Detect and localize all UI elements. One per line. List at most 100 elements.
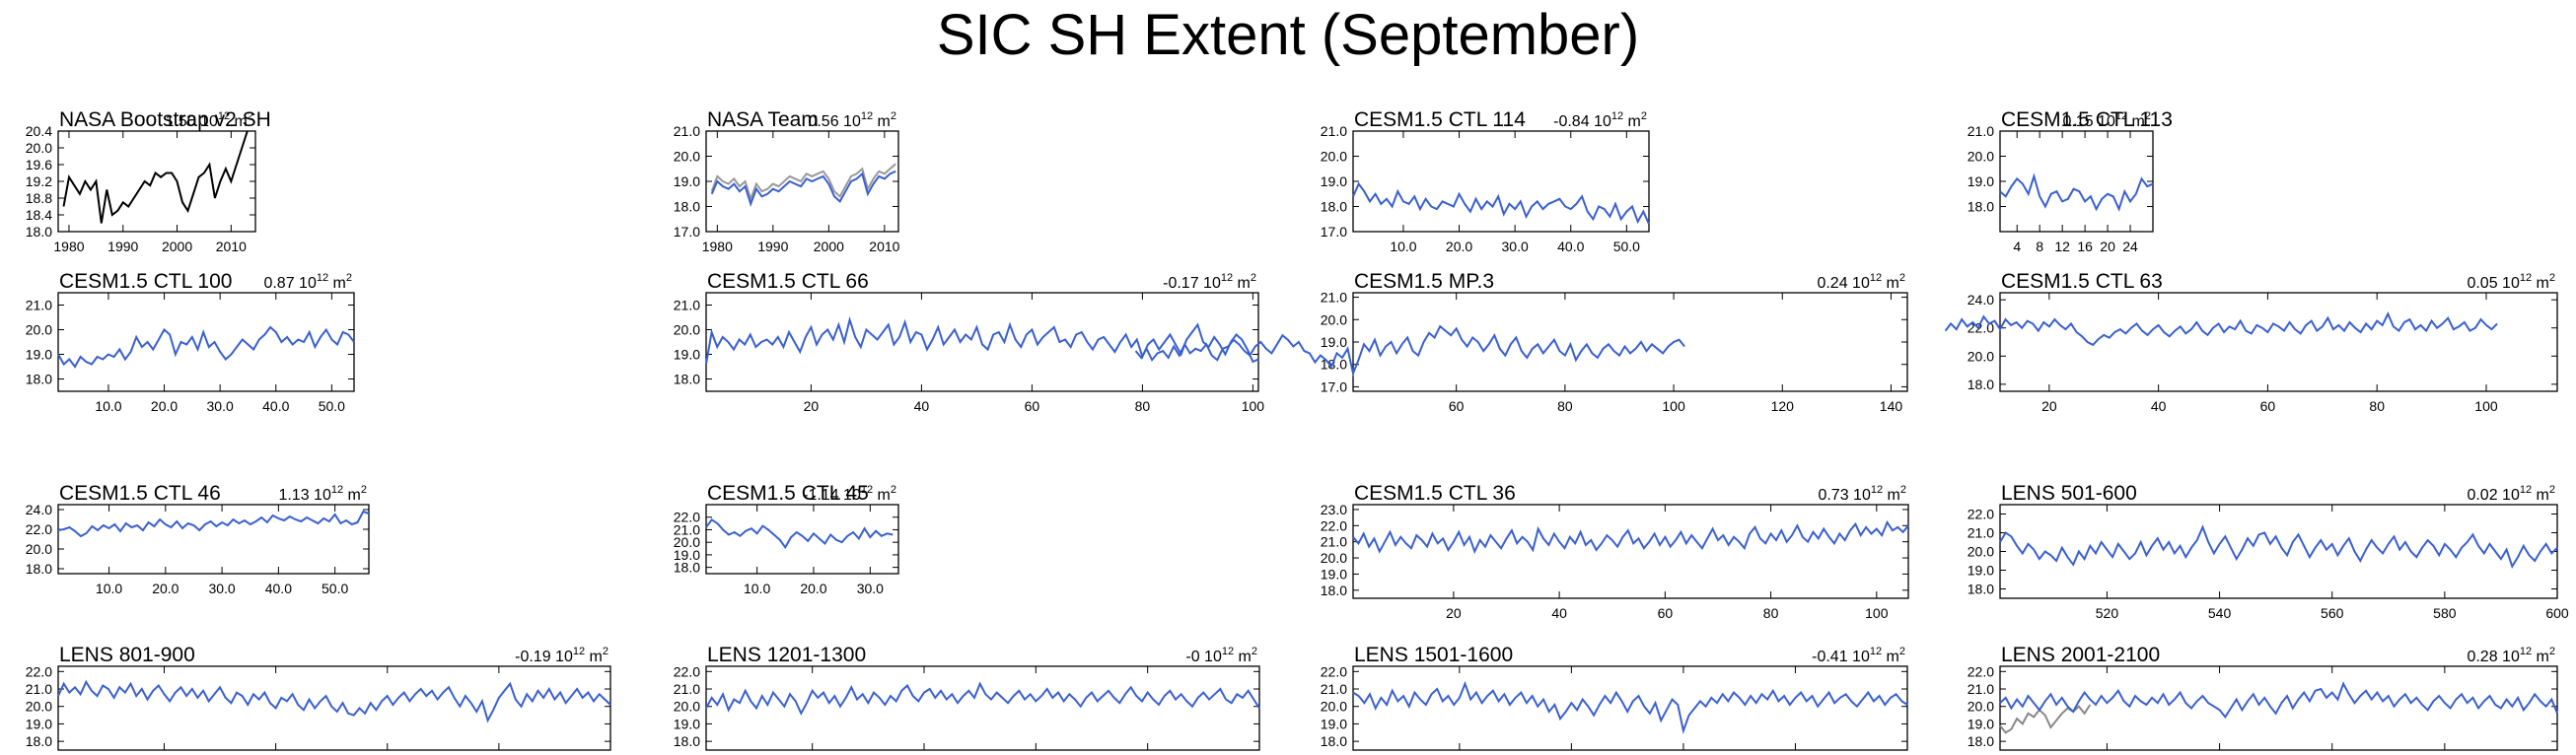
- x-tick-label: 2000: [814, 239, 844, 254]
- y-tick-label: 21.0: [1321, 534, 1347, 550]
- chart-panel: LENS 2001-2100 0.28 1012 m2 18.0 19.020.0 21…: [1968, 644, 2558, 751]
- panel-title: CESM1.5 MP.3: [1354, 270, 1494, 293]
- y-tick-label: 23.0: [1321, 502, 1347, 517]
- y-tick-label: 19.0: [1968, 563, 1994, 579]
- panel-title: CESM1.5 CTL 113: [2001, 108, 2173, 131]
- x-tick-label: 30.0: [207, 398, 234, 414]
- series-line: [1999, 681, 2558, 720]
- y-tick-label: 22.0: [674, 510, 700, 525]
- series-line: [62, 130, 249, 224]
- panel-title: LENS 801-900: [59, 644, 195, 666]
- x-tick-label: 8: [2036, 239, 2043, 254]
- x-tick-label: 100: [1662, 398, 1685, 414]
- plot-frame: [1999, 292, 2558, 392]
- y-tick-label: 24.0: [26, 502, 52, 517]
- trend-label: -0 1012 m2: [1185, 646, 1257, 665]
- trend-label: -0.17 1012 m2: [1163, 272, 1256, 292]
- series-line: [1999, 524, 2558, 570]
- series-line: [57, 325, 355, 369]
- y-tick-label: 19.0: [674, 173, 700, 189]
- y-tick-label: 18.0: [1321, 199, 1347, 215]
- x-tick-label: 600: [2545, 605, 2569, 621]
- x-tick-label: 10.0: [95, 398, 121, 414]
- panel-title: CESM1.5 CTL 114: [1354, 108, 1526, 131]
- x-tick-label: 80: [2369, 398, 2385, 414]
- chart-panel: CESM1.5 CTL 114 -0.84 1012 m2 17.0 18.0 19.0…: [1321, 108, 1650, 254]
- y-tick-label: 20.0: [26, 322, 52, 338]
- x-tick-label: 2010: [869, 239, 899, 254]
- x-tick-label: 40.0: [1557, 239, 1584, 254]
- y-tick-label: 22.0: [674, 663, 700, 679]
- x-tick-label: 50.0: [322, 581, 348, 596]
- y-tick-label: 20.0: [1321, 550, 1347, 566]
- trend-label: 0.28 1012 m2: [2467, 646, 2555, 665]
- panel-title: CESM1.5 CTL 66: [707, 270, 869, 293]
- x-tick-label: 20: [2100, 239, 2115, 254]
- plot-frame: [1999, 665, 2558, 751]
- chart-panel: CESM1.5 MP.3 0.24 1012 m217.018.019.020.0…: [1134, 270, 1908, 414]
- y-tick-label: 18.0: [1968, 377, 1994, 392]
- plot-frame: [1352, 292, 1908, 392]
- trend-label: 0.73 1012 m2: [1818, 484, 1906, 504]
- x-tick-label: 30.0: [208, 581, 235, 596]
- y-tick-label: 18.0: [1968, 582, 1994, 597]
- y-tick-label: 19.2: [26, 173, 52, 189]
- y-tick-label: 18.0: [1321, 583, 1347, 598]
- y-tick-label: 22.0: [26, 663, 52, 679]
- y-tick-label: 19.0: [1968, 716, 1994, 731]
- trend-label: -1.14 1012 m2: [803, 484, 896, 504]
- plot-frame: [57, 130, 256, 233]
- y-tick-label: 24.0: [1968, 292, 1994, 308]
- series-line: [1352, 680, 1908, 735]
- x-tick-label: 80: [1557, 398, 1573, 414]
- x-tick-label: 1980: [53, 239, 84, 254]
- chart-panel: LENS 801-900 -0.19 1012 m2 18.0 19.020.0 21.…: [26, 644, 611, 751]
- series-line: [1352, 181, 1650, 225]
- y-tick-label: 20.0: [26, 140, 52, 156]
- x-tick-label: 30.0: [1502, 239, 1529, 254]
- chart-panel: CESM1.5 CTL 36 0.73 1012 m2 18.019.020.021…: [1321, 482, 1909, 621]
- x-tick-label: 20.0: [151, 398, 178, 414]
- x-tick-label: 4: [2013, 239, 2021, 254]
- series-line: [57, 510, 370, 538]
- x-tick-label: 20.0: [800, 581, 826, 596]
- chart-panel: LENS 1501-1600 -0.41 1012 m2 18.0 19.020.0 2…: [1321, 644, 1908, 751]
- x-tick-label: 1990: [757, 239, 788, 254]
- y-tick-label: 18.0: [1968, 733, 1994, 749]
- x-tick-label: 60: [1449, 398, 1465, 414]
- panel-title: NASA Team: [707, 108, 819, 131]
- x-tick-label: 100: [1242, 398, 1265, 414]
- chart-panel: LENS 1201-1300 -0 1012 m2 18.0 19.020.0 21.0…: [674, 644, 1260, 751]
- y-tick-label: 19.0: [26, 347, 52, 363]
- x-tick-label: 20.0: [152, 581, 179, 596]
- y-tick-label: 18.4: [26, 207, 52, 223]
- y-tick-label: 18.0: [26, 372, 52, 387]
- plot-frame: [1352, 665, 1908, 751]
- plot-frame: [57, 504, 370, 575]
- x-tick-label: 100: [2474, 398, 2498, 414]
- series-line: [1944, 310, 2498, 347]
- y-tick-label: 18.0: [26, 733, 52, 749]
- trend-label: 0.02 1012 m2: [2467, 484, 2555, 504]
- y-tick-label: 19.0: [1321, 173, 1347, 189]
- x-tick-label: 60: [1025, 398, 1040, 414]
- panel-title: CESM1.5 CTL 45: [707, 482, 869, 505]
- series-line: [710, 170, 896, 207]
- y-tick-label: 21.0: [26, 681, 52, 697]
- y-tick-label: 20.0: [1968, 699, 1994, 715]
- trend-label: -0.19 1012 m2: [515, 646, 608, 665]
- y-tick-label: 18.0: [1968, 199, 1994, 215]
- panel-title: LENS 1201-1300: [707, 644, 866, 666]
- plot-frame: [1999, 504, 2558, 599]
- y-tick-label: 18.0: [26, 224, 52, 240]
- page-title: SIC SH Extent (September): [936, 3, 1640, 67]
- plot-frame: [705, 504, 899, 575]
- series-line: [1999, 704, 2092, 734]
- chart-panel: CESM1.5 CTL 100 0.87 1012 m2 18.0 19.0 20.0 2…: [26, 270, 355, 414]
- trend-label: 0.05 1012 m2: [2467, 272, 2555, 292]
- series-line: [705, 681, 1260, 717]
- trend-label: 0.56 1012 m2: [808, 110, 896, 130]
- x-tick-label: 50.0: [319, 398, 345, 414]
